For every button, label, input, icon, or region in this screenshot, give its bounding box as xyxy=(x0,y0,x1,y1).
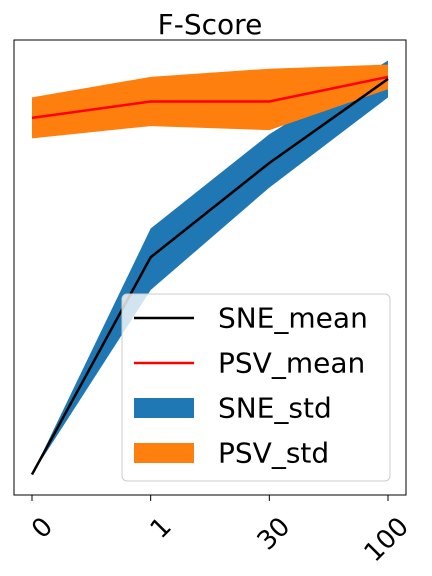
legend-label-psv-mean: PSV_mean xyxy=(218,347,365,380)
line-sne-mean xyxy=(30,77,389,476)
chart-title: F-Score xyxy=(158,8,263,41)
band-sne-std xyxy=(32,60,388,475)
legend-label-sne-mean: SNE_mean xyxy=(218,302,368,335)
x-tick-label: 1 xyxy=(145,512,178,545)
plot-frame xyxy=(13,39,407,496)
legend-box xyxy=(121,293,391,482)
x-axis: 0 1 30 100 xyxy=(26,495,415,568)
line-psv-mean xyxy=(31,75,389,120)
legend-label-psv-std: PSV_std xyxy=(218,437,329,470)
plot-area xyxy=(30,60,389,476)
legend-swatch-psv-std xyxy=(134,443,194,463)
legend-label-sne-std: SNE_std xyxy=(218,392,332,425)
legend: SNE_mean PSV_mean SNE_std PSV_std xyxy=(121,293,391,482)
legend-swatch-sne-std xyxy=(134,398,194,418)
x-tick-label: 100 xyxy=(359,512,415,568)
x-tick-label: 30 xyxy=(252,512,297,557)
x-tick-label: 0 xyxy=(26,512,59,545)
